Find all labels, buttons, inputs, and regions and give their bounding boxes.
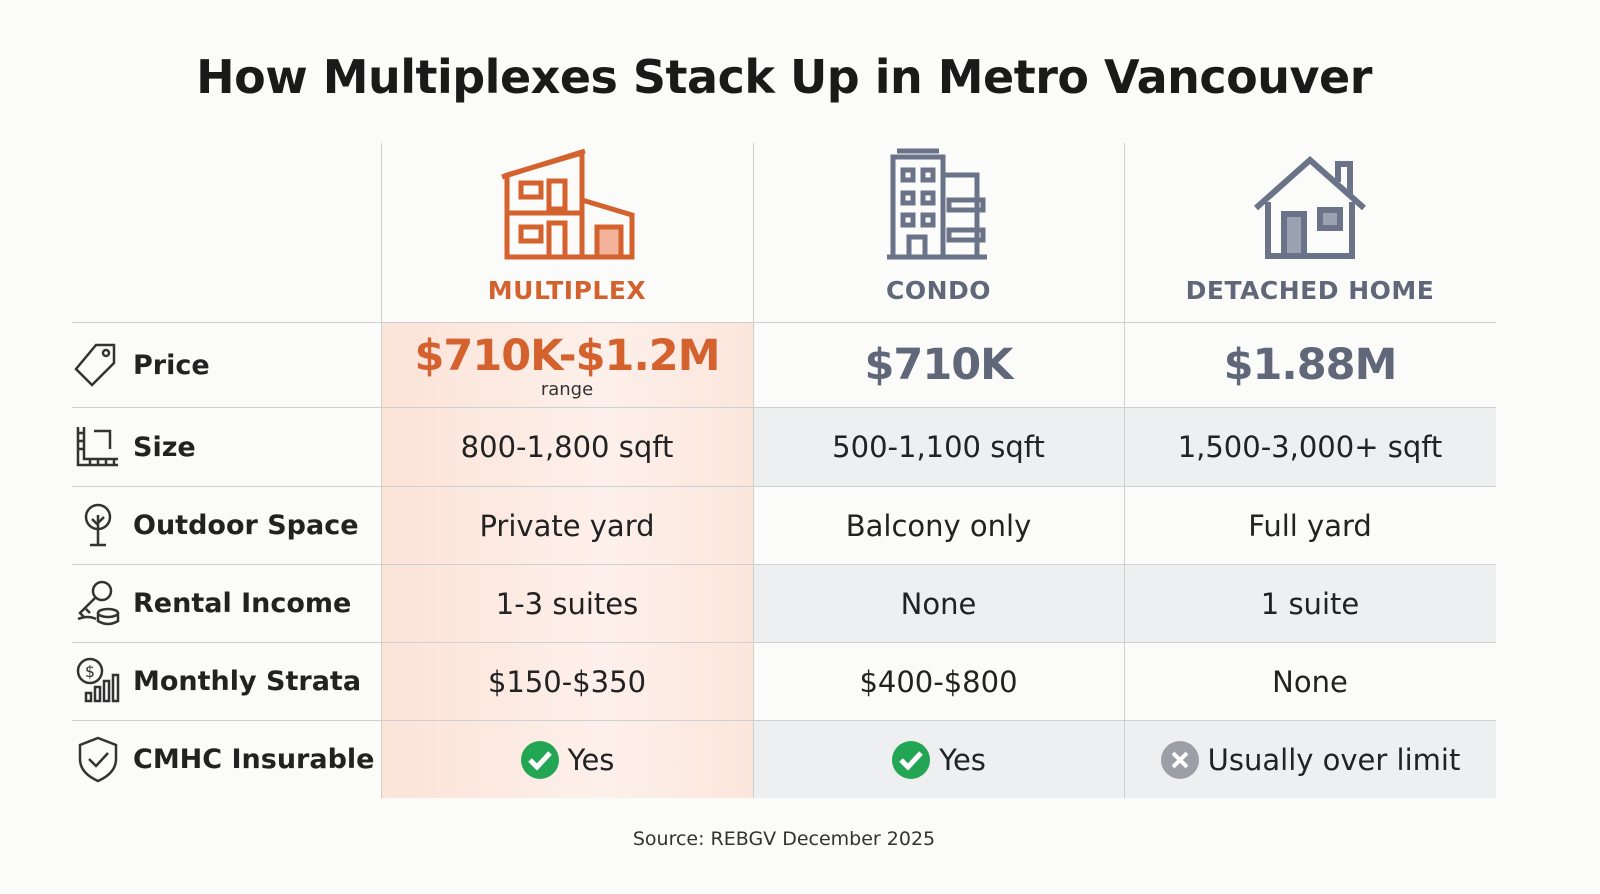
row-label-text: CMHC Insurable: [133, 744, 375, 775]
cell-text: Yes: [939, 742, 986, 777]
table-cell: Usually over limit: [1124, 720, 1496, 798]
row-label-text: Monthly Strata: [133, 666, 362, 697]
row-icon: [74, 341, 122, 393]
cell-note: range: [540, 378, 594, 400]
table-cell: 800-1,800 sqft: [381, 407, 753, 486]
table-cell: $400-$800: [753, 642, 1124, 720]
status-icon: [891, 740, 931, 780]
cell-text: $150-$350: [487, 664, 647, 699]
cell-text: $1.88M: [1223, 340, 1398, 390]
row-label-text: Price: [133, 349, 210, 381]
table-cell: None: [1124, 642, 1496, 720]
cell-text: 1-3 suites: [495, 586, 639, 621]
row-label: Size: [72, 407, 381, 486]
table-cell: Yes: [381, 720, 753, 798]
table-cell: $1.88M: [1124, 322, 1496, 407]
table-cell: None: [753, 564, 1124, 642]
cell-text: $710K-$1.2M: [414, 330, 721, 381]
table-cell: $710K: [753, 322, 1124, 407]
row-icon: $: [74, 657, 122, 709]
column-header: MULTIPLEX: [487, 276, 647, 305]
row-label: Rental Income: [72, 564, 381, 642]
table-cell: 1 suite: [1124, 564, 1496, 642]
svg-text:$: $: [85, 662, 95, 681]
row-label: CMHC Insurable: [72, 720, 381, 798]
row-label-text: Outdoor Space: [133, 510, 359, 541]
cell-text: Full yard: [1248, 508, 1372, 543]
table-cell: Private yard: [381, 486, 753, 564]
cell-text: None: [1272, 664, 1348, 699]
title: How Multiplexes Stack Up in Metro Vancou…: [196, 50, 1372, 104]
row-icon: [74, 735, 122, 787]
status-icon: [1160, 740, 1200, 780]
table-cell: 1,500-3,000+ sqft: [1124, 407, 1496, 486]
row-label: Monthly Strata: [72, 642, 381, 720]
cell-text: Usually over limit: [1207, 742, 1461, 777]
row-label: Outdoor Space: [72, 486, 381, 564]
row-label: Price: [72, 322, 381, 407]
column-header: CONDO: [885, 276, 992, 305]
row-icon: [74, 579, 122, 631]
cell-text: 800-1,800 sqft: [460, 430, 674, 464]
table-cell: Full yard: [1124, 486, 1496, 564]
column-divider: [753, 143, 754, 798]
row-label-text: Rental Income: [133, 588, 352, 619]
source: Source: REBGV December 2025: [632, 828, 936, 850]
cell-text: Yes: [567, 742, 615, 777]
multiplex-bg: [381, 322, 753, 798]
cell-text: Private yard: [479, 508, 655, 543]
column-divider: [1124, 143, 1125, 798]
cell-text: $400-$800: [859, 664, 1018, 699]
row-label-text: Size: [133, 431, 196, 463]
row-icon: [74, 501, 122, 553]
table-cell: $150-$350: [381, 642, 753, 720]
cell-text: 1,500-3,000+ sqft: [1177, 430, 1443, 464]
table-cell: $710K-$1.2M range: [381, 322, 753, 407]
column-icon: [883, 145, 993, 269]
column-icon: [1250, 152, 1370, 266]
cell-text: 500-1,100 sqft: [832, 430, 1045, 464]
column-header: DETACHED HOME: [1185, 276, 1435, 305]
column-icon: [497, 145, 637, 269]
table-cell: 1-3 suites: [381, 564, 753, 642]
table-cell: Yes: [753, 720, 1124, 798]
table-cell: 500-1,100 sqft: [753, 407, 1124, 486]
cell-text: $710K: [864, 340, 1014, 390]
cell-text: 1 suite: [1260, 586, 1360, 621]
table-cell: Balcony only: [753, 486, 1124, 564]
row-icon: [74, 423, 122, 475]
status-icon: [520, 740, 560, 780]
column-divider: [381, 143, 382, 798]
cell-text: Balcony only: [845, 508, 1032, 543]
cell-text: None: [900, 586, 977, 621]
